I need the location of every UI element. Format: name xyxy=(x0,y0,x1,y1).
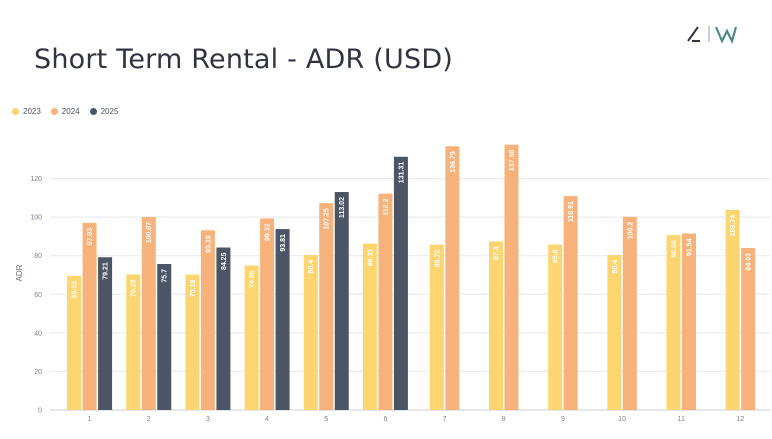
bar-2023-12 xyxy=(725,209,740,410)
bar-label-2023-6: 86.31 xyxy=(367,248,374,266)
bar-2024-5 xyxy=(319,203,334,410)
bar-2024-10 xyxy=(622,216,637,410)
legend-label-2025: 2025 xyxy=(100,107,119,116)
bar-label-2025-4: 93.81 xyxy=(280,234,287,252)
bar-label-2024-4: 99.32 xyxy=(265,223,272,241)
legend-swatch-2023 xyxy=(12,108,19,115)
x-tick-label: 11 xyxy=(678,416,685,423)
bar-2024-8 xyxy=(504,144,519,410)
bar-2024-3 xyxy=(200,230,215,410)
bar-2023-11 xyxy=(666,235,681,410)
bar-2023-7 xyxy=(429,244,444,410)
bar-label-2023-1: 69.53 xyxy=(72,281,79,299)
x-tick-label: 2 xyxy=(147,416,151,423)
bar-label-2023-5: 80.4 xyxy=(308,260,315,274)
bar-2024-6 xyxy=(378,193,393,410)
bar-2025-4 xyxy=(275,229,290,410)
x-tick-label: 5 xyxy=(324,416,328,423)
legend-label-2024: 2024 xyxy=(61,107,80,116)
bar-label-2024-11: 91.54 xyxy=(687,238,694,256)
bar-label-2023-3: 70.19 xyxy=(190,280,197,298)
y-tick-label: 40 xyxy=(34,330,42,337)
x-tick-label: 10 xyxy=(618,416,626,423)
bar-label-2024-3: 93.19 xyxy=(205,235,212,253)
bar-2024-11 xyxy=(682,233,696,410)
x-tick-label: 8 xyxy=(502,416,506,423)
bar-2024-2 xyxy=(141,217,156,410)
y-tick-label: 120 xyxy=(30,176,42,183)
bar-2023-9 xyxy=(548,244,563,410)
x-tick-label: 6 xyxy=(383,416,387,423)
bar-2023-6 xyxy=(362,243,377,410)
legend-swatch-2024 xyxy=(50,108,58,115)
bar-2025-5 xyxy=(334,192,349,410)
bar-label-2025-2: 75.7 xyxy=(162,269,169,283)
bar-label-2023-9: 85.8 xyxy=(553,249,560,263)
x-tick-label: 1 xyxy=(88,416,92,423)
bar-label-2023-7: 85.72 xyxy=(434,250,441,268)
bar-label-2024-7: 136.75 xyxy=(450,151,457,173)
logo-mark-right-icon xyxy=(714,26,738,44)
logo-mark-left-icon xyxy=(687,26,700,42)
bar-2024-4 xyxy=(260,218,275,410)
x-tick-label: 12 xyxy=(737,416,745,423)
bar-2024-1 xyxy=(82,222,97,410)
legend-item-2025[interactable]: 2025 xyxy=(89,107,119,116)
bar-2025-1 xyxy=(98,257,113,410)
bar-2023-5 xyxy=(303,254,318,410)
page-title: Short Term Rental - ADR (USD) xyxy=(34,44,454,75)
chart-legend: 2023 2024 2025 xyxy=(12,107,118,116)
bar-label-2024-12: 84.03 xyxy=(746,253,753,271)
x-tick-label: 9 xyxy=(561,416,565,423)
bar-label-2024-8: 137.58 xyxy=(509,150,516,172)
bar-label-2023-4: 74.96 xyxy=(249,270,256,288)
legend-swatch-2025 xyxy=(89,108,97,115)
bar-label-2023-10: 80.4 xyxy=(612,260,619,274)
bar-label-2025-3: 84.25 xyxy=(221,252,228,270)
bar-label-2024-1: 97.03 xyxy=(87,228,94,246)
bar-label-2023-11: 90.68 xyxy=(671,240,678,258)
bar-label-2024-9: 110.91 xyxy=(568,201,575,222)
bar-2024-12 xyxy=(741,247,756,410)
bar-2023-1 xyxy=(67,275,82,410)
y-tick-label: 60 xyxy=(34,292,42,299)
y-tick-label: 80 xyxy=(34,253,42,260)
bar-label-2023-8: 87.4 xyxy=(494,246,501,260)
legend-item-2024[interactable]: 2024 xyxy=(50,107,80,116)
legend-item-2023[interactable]: 2023 xyxy=(12,107,41,116)
bar-2025-3 xyxy=(216,247,231,410)
bar-2023-4 xyxy=(244,265,259,410)
company-logo xyxy=(687,26,738,44)
y-tick-label: 0 xyxy=(38,408,42,415)
bar-label-2025-1: 79.21 xyxy=(103,262,110,280)
bar-label-2025-5: 113.02 xyxy=(339,197,346,218)
y-tick-label: 100 xyxy=(30,215,42,222)
bar-2024-9 xyxy=(563,196,578,410)
bar-label-2025-6: 131.31 xyxy=(398,162,405,184)
x-tick-label: 7 xyxy=(443,416,447,423)
bar-2023-10 xyxy=(607,254,622,410)
bar-label-2023-2: 70.29 xyxy=(131,279,138,297)
bar-2025-6 xyxy=(393,156,408,410)
bar-2023-3 xyxy=(185,274,200,410)
y-axis-title: ADR xyxy=(15,264,24,281)
bar-2023-8 xyxy=(489,241,503,410)
bar-2025-2 xyxy=(157,264,172,410)
bar-label-2024-6: 112.2 xyxy=(383,199,390,216)
bar-label-2024-5: 107.25 xyxy=(324,208,331,230)
x-tick-label: 3 xyxy=(206,416,210,423)
bar-label-2024-2: 100.07 xyxy=(146,222,153,244)
x-tick-label: 4 xyxy=(265,416,269,423)
bar-label-2024-10: 100.2 xyxy=(627,222,634,240)
y-tick-label: 20 xyxy=(34,369,42,376)
bar-2024-7 xyxy=(445,146,460,410)
bar-label-2023-12: 103.74 xyxy=(730,215,737,237)
bar-2023-2 xyxy=(126,274,141,410)
legend-label-2023: 2023 xyxy=(23,107,41,116)
